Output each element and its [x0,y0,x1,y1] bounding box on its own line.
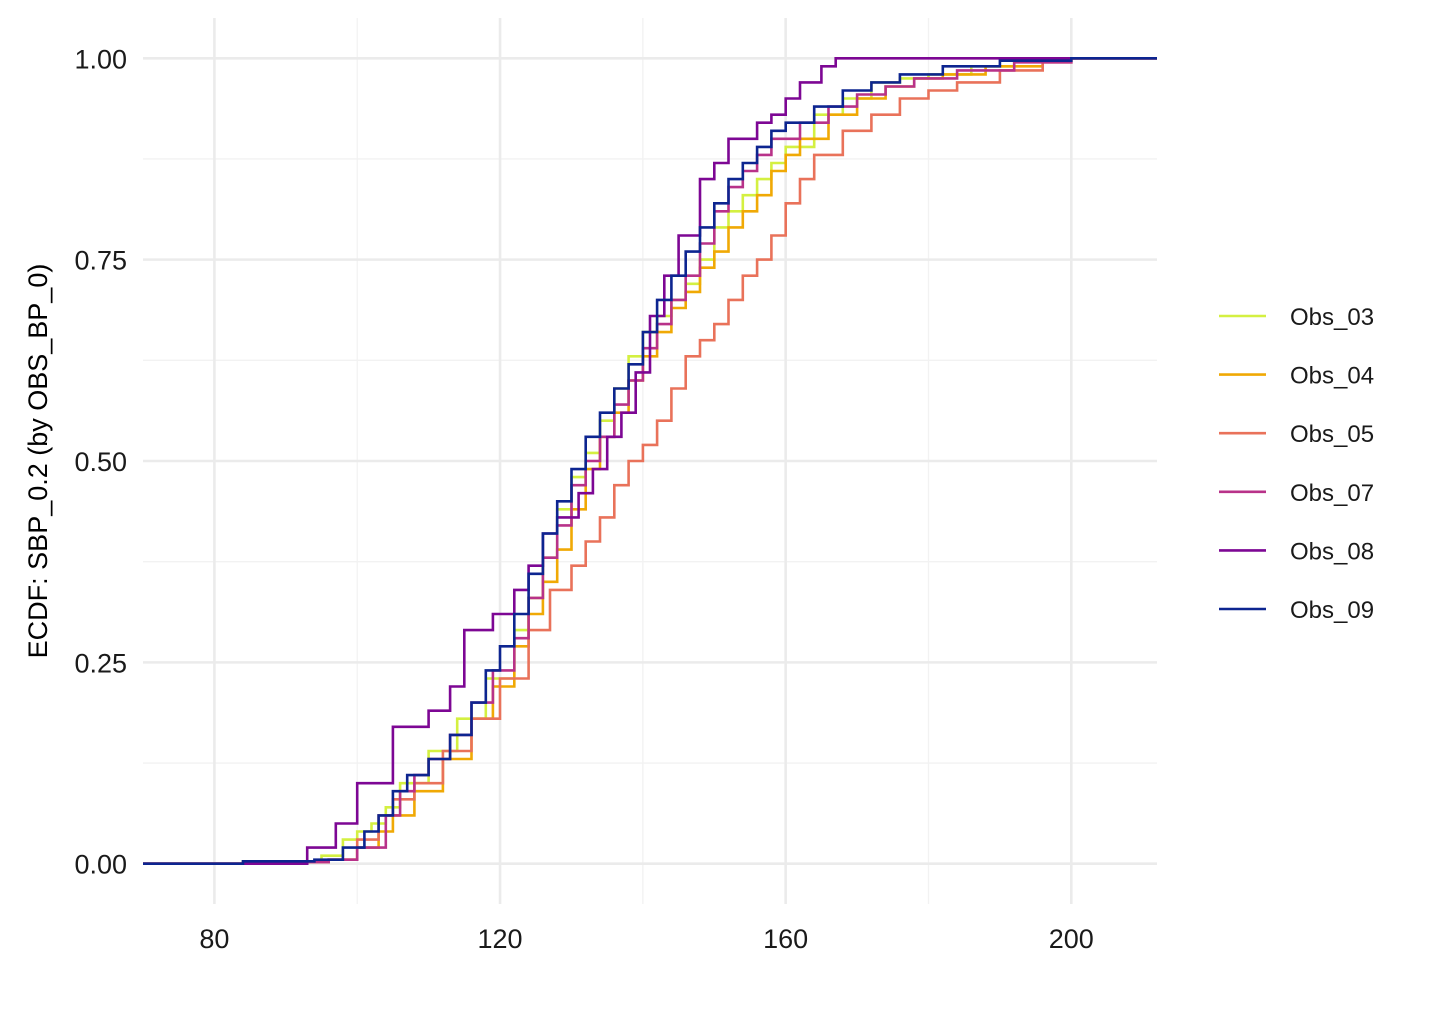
legend-label: Obs_07 [1290,480,1374,507]
x-tick-label: 160 [763,924,808,954]
legend-label: Obs_03 [1290,304,1374,331]
x-tick-label: 80 [199,924,229,954]
y-tick-label: 0.25 [74,648,127,678]
x-tick-label: 200 [1049,924,1094,954]
y-axis-title: ECDF: SBP_0.2 (by OBS_BP_0) [23,264,53,659]
x-tick-label: 120 [478,924,523,954]
y-axis-tick-labels: 0.00 0.25 0.50 0.75 1.00 [74,44,127,879]
y-tick-label: 0.75 [74,246,127,276]
series-lines [143,57,1157,865]
legend: Obs_03 Obs_04 Obs_05 Obs_07 Obs_08 Obs_09 [1219,304,1374,624]
major-gridlines [143,18,1157,904]
x-axis-tick-labels: 80 120 160 200 [199,924,1093,954]
legend-label: Obs_09 [1290,597,1374,624]
y-tick-label: 0.50 [74,447,127,477]
series-line-obs-08 [143,57,1157,865]
y-tick-label: 0.00 [74,850,127,880]
legend-label: Obs_08 [1290,538,1374,565]
series-line-obs-09 [143,57,1157,865]
y-tick-label: 1.00 [74,44,127,74]
series-line-obs-05 [143,57,1157,865]
legend-label: Obs_05 [1290,421,1374,448]
legend-label: Obs_04 [1290,363,1374,390]
series-line-obs-03 [143,57,1157,865]
